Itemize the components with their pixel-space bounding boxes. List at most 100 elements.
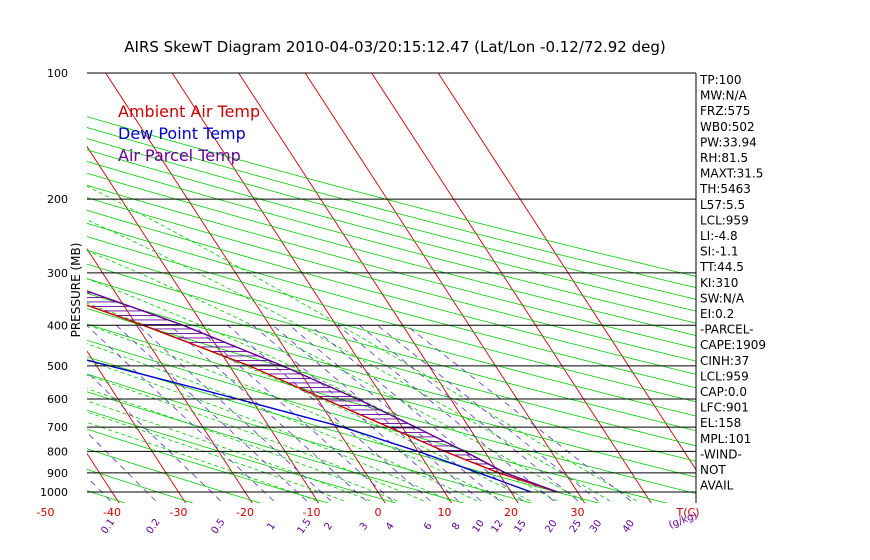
mixing-ratio-line: [337, 324, 554, 502]
bottom-temp-tick-label: -50: [37, 506, 55, 519]
index-label: FRZ:575: [700, 104, 750, 118]
index-label: TH:5463: [699, 182, 751, 196]
bottom-temp-tick-label: 20: [504, 506, 518, 519]
index-label: PW:33.94: [700, 135, 757, 149]
isotherm-line: [238, 73, 519, 503]
isotherm-line: [87, 248, 253, 503]
pressure-tick-label: 500: [47, 360, 68, 373]
dry-adiabat-line: [87, 292, 696, 462]
legend-entry: Air Parcel Temp: [118, 146, 241, 165]
index-label: EL:158: [700, 416, 741, 430]
index-label: SI:-1.1: [700, 245, 739, 259]
index-label: LCL:959: [700, 213, 749, 227]
bottom-temp-tick-label: 10: [438, 506, 452, 519]
isotherm-line: [87, 452, 120, 503]
index-label: LFC:901: [700, 401, 749, 415]
dry-adiabat-line: [87, 222, 696, 389]
index-label: CAPE:1909: [700, 338, 766, 352]
index-label: CINH:37: [700, 354, 749, 368]
isotherm-line: [437, 73, 696, 471]
index-label: TP:100: [699, 73, 742, 87]
dry-adiabat-line: [87, 323, 696, 495]
dry-adiabat-line: [87, 116, 696, 277]
isotherm-line: [371, 73, 652, 503]
index-label: -WIND-: [700, 447, 742, 461]
dry-adiabat-line: [87, 249, 696, 417]
dry-adiabat-line: [87, 278, 696, 447]
mixing-ratio-tick-label: 4: [384, 521, 397, 533]
bottom-temp-tick-label: -10: [303, 506, 321, 519]
mixing-ratio-tick-label: 2: [323, 521, 336, 533]
mixing-ratio-line: [359, 324, 579, 502]
pressure-tick-label: 300: [47, 267, 68, 280]
bottom-temp-tick-label: -20: [236, 506, 254, 519]
index-label: AVAIL: [700, 479, 734, 493]
dry-adiabat-line: [87, 149, 696, 312]
index-label: KI:310: [700, 276, 738, 290]
index-label: MW:N/A: [700, 89, 748, 103]
pressure-tick-label: 900: [47, 467, 68, 480]
mixing-ratio-tick-label: 40: [621, 518, 637, 535]
dry-adiabat-line: [87, 391, 465, 503]
mixing-ratio-line: [377, 324, 599, 502]
moist-adiabat-line: [87, 278, 557, 502]
bottom-temp-tick-label: 0: [375, 506, 382, 519]
dew-point-temp-line: [87, 359, 532, 493]
mixing-ratio-line: [87, 325, 275, 502]
mixing-ratio-tick-label: 10: [471, 518, 487, 535]
dry-adiabat-line: [87, 428, 330, 503]
mixing-ratio-tick-label: 0.1: [99, 517, 117, 536]
pressure-tick-label: 600: [47, 393, 68, 406]
mixing-ratio-tick-label: 1.5: [296, 517, 314, 536]
index-label: -PARCEL-: [700, 323, 754, 337]
mixing-ratio-tick-label: 1: [265, 521, 278, 533]
mixing-ratio-tick-label: 3: [358, 521, 371, 533]
isotherm-line: [0, 8, 57, 509]
dry-adiabat-line: [87, 138, 696, 300]
dry-adiabat-line: [87, 308, 696, 478]
mixing-ratio-line: [87, 371, 221, 502]
dry-adiabat-line: [87, 409, 398, 503]
index-label: SW:N/A: [700, 291, 745, 305]
legend-entry: Dew Point Temp: [118, 124, 246, 143]
dry-adiabat-line: [87, 339, 668, 503]
dry-adiabat-line: [87, 209, 696, 375]
mixing-ratio-tick-label: 25: [568, 518, 584, 535]
pressure-tick-label: 200: [47, 193, 68, 206]
dry-adiabat-line: [87, 197, 696, 362]
index-label: LCL:959: [700, 369, 749, 383]
air-parcel-temp-line: [87, 290, 558, 493]
dry-adiabat-line: [87, 263, 696, 432]
dry-adiabat-line: [87, 184, 696, 349]
pressure-tick-label: 800: [47, 445, 68, 458]
index-label: LI:-4.8: [700, 229, 738, 243]
mixing-ratio-line: [227, 324, 431, 502]
mixing-ratio-line: [309, 324, 524, 502]
index-label: NOT: [700, 463, 726, 477]
pressure-tick-label: 1000: [40, 486, 68, 499]
mixing-ratio-tick-label: 20: [543, 518, 559, 535]
index-label: CAP:0.0: [700, 385, 747, 399]
dry-adiabat-line: [87, 172, 696, 336]
mixing-ratio-tick-label: 12: [489, 518, 505, 535]
mixing-ratio-tick-label: 6: [422, 521, 435, 533]
bottom-temp-tick-label: -30: [170, 506, 188, 519]
index-label: L57:5.5: [700, 198, 745, 212]
pressure-tick-label: 100: [47, 67, 68, 80]
bottom-temp-unit: T(C): [676, 506, 700, 519]
dry-adiabat-line: [87, 356, 601, 503]
bottom-temp-tick-label: -40: [103, 506, 121, 519]
mixing-ratio-tick-label: 30: [588, 518, 604, 535]
ambient-air-temp-line: [87, 304, 558, 493]
mixing-ratio-tick-label: 0.5: [209, 517, 227, 536]
dry-adiabat-line: [87, 127, 696, 289]
mixing-ratio-tick-label: 0.2: [145, 517, 163, 536]
bottom-temp-tick-label: 30: [571, 506, 585, 519]
mixing-ratio-line: [289, 324, 500, 502]
mixing-ratio-tick-label: 8: [450, 521, 463, 533]
mixing-ratio-line: [272, 324, 482, 502]
pressure-tick-label: 700: [47, 421, 68, 434]
dry-adiabat-line: [87, 236, 696, 403]
mixing-ratio-tick-label: 15: [513, 518, 529, 535]
